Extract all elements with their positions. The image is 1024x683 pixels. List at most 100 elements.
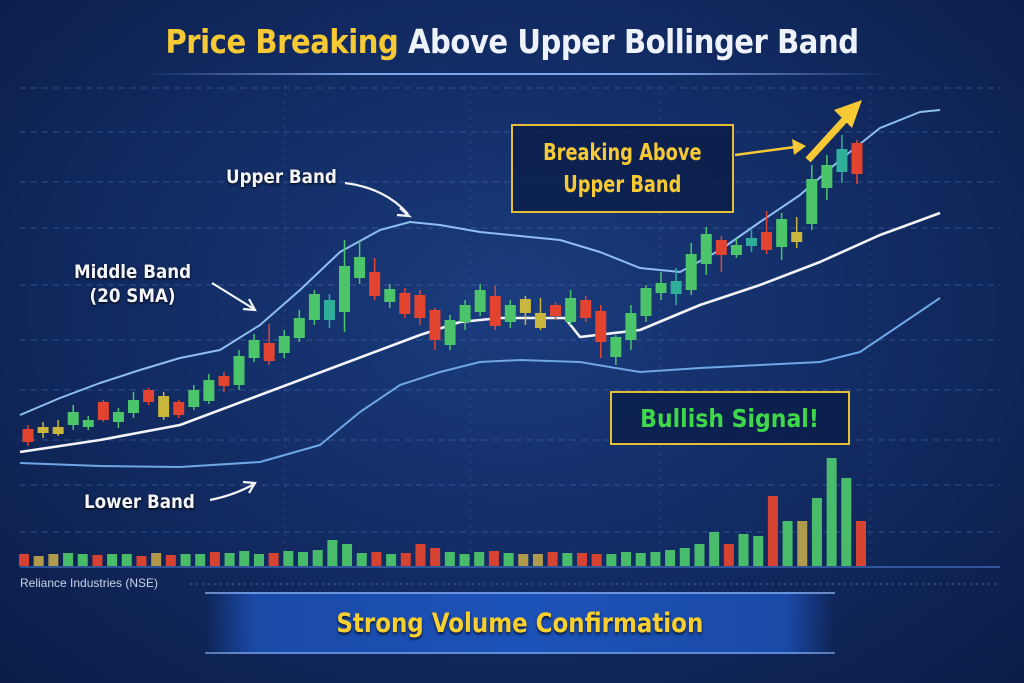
candle-body — [776, 219, 788, 247]
big-up-arrow — [805, 113, 851, 163]
candle-body — [97, 402, 109, 420]
volume-bar — [518, 554, 529, 566]
candle-body — [836, 149, 848, 172]
candle-body — [384, 289, 396, 302]
candle-body — [519, 299, 531, 313]
volume-bar — [459, 554, 470, 566]
candle-body — [354, 257, 366, 278]
volume-bar — [400, 553, 411, 566]
volume-bar — [753, 536, 764, 566]
candle-body — [233, 356, 245, 385]
volume-bar — [694, 544, 705, 566]
candle-body — [188, 390, 200, 407]
bullish-signal-callout: Bullish Signal! — [610, 391, 850, 445]
middle-band-line — [19, 211, 941, 454]
volume-bar — [723, 544, 734, 566]
volume-bar — [63, 553, 74, 566]
volume-bar — [298, 552, 308, 566]
candle-body — [143, 390, 155, 402]
volume-bar — [811, 498, 822, 566]
candle-body — [700, 234, 712, 264]
volume-bar — [430, 548, 441, 566]
candle-body — [82, 420, 94, 427]
candles — [22, 135, 863, 446]
candle-body — [550, 305, 562, 316]
candle-body — [610, 337, 622, 357]
volume-bar — [48, 554, 59, 566]
volume-bars — [19, 458, 866, 566]
candle-body — [339, 266, 351, 312]
candle-body — [504, 305, 516, 322]
upper-band-label: Upper Band — [226, 166, 337, 188]
volume-bar — [826, 458, 837, 566]
volume-bar — [165, 555, 176, 566]
candle-body — [323, 300, 335, 320]
volume-bar — [283, 551, 294, 566]
volume-bar — [356, 553, 367, 566]
volume-bar — [532, 554, 543, 566]
candle-body — [37, 427, 49, 433]
volume-bar — [121, 554, 132, 566]
candle-body — [203, 380, 215, 401]
middle-band-arrow-head — [242, 298, 257, 312]
breakout-pointer — [734, 145, 796, 157]
candle-body — [821, 165, 833, 188]
volume-bar — [856, 521, 866, 566]
breakout-line2: Upper Band — [563, 171, 682, 198]
title-underline — [140, 73, 890, 75]
candle-body — [22, 429, 34, 442]
lower-band-arrow-head — [242, 480, 257, 494]
candle-body — [414, 295, 426, 318]
candle-body — [293, 318, 305, 338]
volume-bar — [606, 554, 617, 566]
upper-band-line — [19, 109, 941, 416]
volume-bar — [136, 556, 147, 566]
volume-bar — [665, 550, 676, 566]
candle-body — [369, 272, 381, 296]
volume-bar — [371, 552, 382, 566]
candle-body — [565, 298, 577, 322]
volume-bar — [386, 554, 397, 566]
candle-body — [158, 396, 170, 417]
page-title: Price Breaking Above Upper Bollinger Ban… — [61, 22, 962, 61]
middle-band-label-line2: (20 SMA) — [89, 285, 176, 307]
bollinger-bands — [19, 109, 941, 468]
volume-bar — [33, 556, 44, 566]
volume-bar — [107, 554, 118, 566]
candle-body — [173, 402, 185, 415]
volume-banner: Strong Volume Confirmation — [205, 592, 835, 654]
candle-body — [685, 254, 697, 290]
candle-body — [444, 320, 456, 345]
volume-bar — [195, 554, 206, 566]
candle-body — [806, 179, 818, 224]
title-rest: Above Upper Bollinger Band — [408, 22, 859, 61]
candle-body — [429, 310, 441, 340]
volume-bar — [239, 551, 250, 566]
breakout-line1: Breaking Above — [543, 139, 702, 166]
volume-bar — [19, 554, 29, 566]
candle-body — [534, 313, 546, 328]
volume-bar — [797, 521, 808, 566]
volume-bar — [474, 552, 485, 566]
breakout-callout: Breaking Above Upper Band — [511, 124, 734, 213]
lower-band-label: Lower Band — [84, 491, 195, 513]
upper-band-arrow — [344, 181, 409, 215]
volume-bar — [562, 553, 573, 566]
volume-bar — [503, 553, 514, 566]
volume-banner-text: Strong Volume Confirmation — [336, 607, 704, 639]
middle-band-label-line1: Middle Band — [74, 261, 192, 283]
candle-body — [67, 412, 79, 425]
volume-bar — [253, 554, 264, 566]
volume-bar — [621, 552, 632, 566]
volume-bar — [415, 544, 426, 566]
volume-bar — [577, 553, 587, 566]
candle-body — [459, 305, 471, 322]
volume-bar — [224, 553, 235, 566]
title-highlight: Price Breaking — [165, 22, 399, 61]
candle-body — [580, 300, 592, 318]
breakout-pointer-head — [792, 139, 806, 155]
candle-body — [248, 340, 260, 358]
volume-bar — [650, 552, 661, 566]
volume-bar — [312, 550, 323, 566]
volume-bar — [782, 521, 793, 566]
